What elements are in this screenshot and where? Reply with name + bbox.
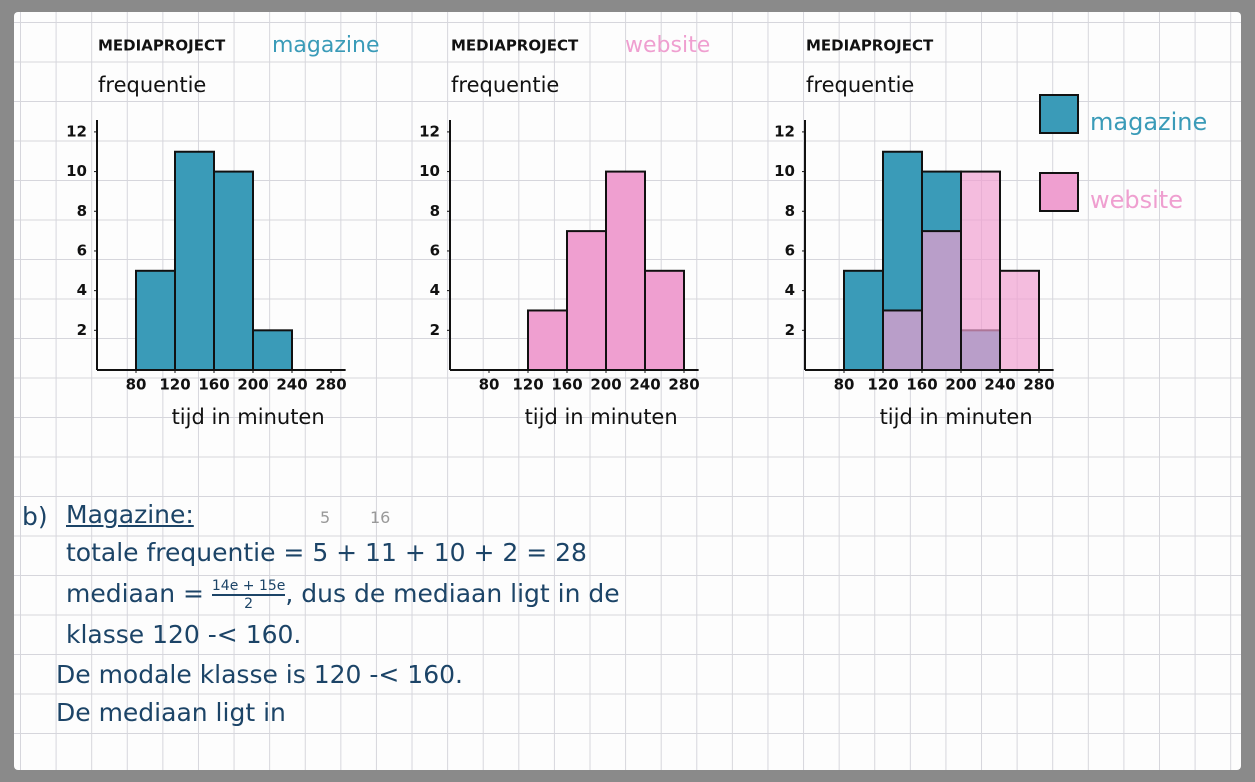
annotation: 5 bbox=[320, 508, 331, 527]
chart-subtitle: magazine bbox=[272, 33, 380, 58]
y-tick-label: 10 bbox=[66, 162, 87, 180]
x-tick-label: 280 bbox=[668, 376, 699, 394]
y-tick-label: 10 bbox=[774, 162, 795, 180]
x-tick-label: 160 bbox=[198, 376, 229, 394]
legend-label: magazine bbox=[1090, 108, 1207, 136]
chart-title: MEDIAPROJECT bbox=[806, 37, 934, 55]
x-tick-label: 200 bbox=[237, 376, 268, 394]
y-tick-label: 2 bbox=[430, 321, 440, 339]
legend-label: website bbox=[1090, 186, 1183, 214]
x-tick-label: 240 bbox=[984, 376, 1015, 394]
note-line: totale frequentie = 5 + 11 + 10 + 2 = 28 bbox=[66, 538, 587, 567]
numerator: 14e + 15e bbox=[211, 578, 286, 596]
y-tick-label: 4 bbox=[77, 281, 87, 299]
note-label: b) bbox=[22, 502, 48, 531]
bar bbox=[213, 170, 254, 371]
y-tick-label: 10 bbox=[419, 162, 440, 180]
bar bbox=[882, 309, 923, 372]
y-tick-label: 12 bbox=[66, 122, 87, 140]
chart-subtitle: website bbox=[625, 33, 710, 58]
y-tick-label: 2 bbox=[77, 321, 87, 339]
x-tick-label: 80 bbox=[834, 376, 855, 394]
y-tick-label: 8 bbox=[430, 202, 440, 220]
x-tick-label: 200 bbox=[590, 376, 621, 394]
note-line: De mediaan ligt in bbox=[56, 698, 286, 727]
bar bbox=[921, 230, 962, 371]
note-text: mediaan = bbox=[66, 579, 204, 608]
y-tick-label: 4 bbox=[785, 281, 795, 299]
bar bbox=[999, 269, 1040, 371]
x-axis-label: tijd in minuten bbox=[880, 405, 1033, 429]
x-tick-label: 200 bbox=[945, 376, 976, 394]
y-tick-label: 4 bbox=[430, 281, 440, 299]
annotation: 16 bbox=[370, 508, 391, 527]
y-tick-label: 6 bbox=[430, 241, 440, 259]
whiteboard bbox=[14, 12, 1241, 770]
y-tick-label: 8 bbox=[785, 202, 795, 220]
x-tick-label: 240 bbox=[276, 376, 307, 394]
bar bbox=[174, 150, 215, 371]
denominator: 2 bbox=[244, 596, 254, 612]
x-tick-label: 80 bbox=[479, 376, 500, 394]
chart-title: MEDIAPROJECT bbox=[98, 37, 226, 55]
y-axis-label: frequentie bbox=[98, 73, 206, 97]
x-tick-label: 160 bbox=[906, 376, 937, 394]
x-tick-label: 280 bbox=[315, 376, 346, 394]
bar bbox=[843, 269, 884, 371]
note-text: , dus de mediaan ligt in de bbox=[285, 579, 620, 608]
chart-title: MEDIAPROJECT bbox=[451, 37, 579, 55]
x-tick-label: 240 bbox=[629, 376, 660, 394]
bar bbox=[527, 309, 568, 372]
x-axis-label: tijd in minuten bbox=[525, 405, 678, 429]
bar bbox=[644, 269, 685, 371]
bar bbox=[252, 329, 293, 372]
note-heading: Magazine: bbox=[66, 500, 194, 529]
y-axis-label: frequentie bbox=[451, 73, 559, 97]
note-line: De modale klasse is 120 -< 160. bbox=[56, 660, 463, 689]
y-tick-label: 6 bbox=[785, 241, 795, 259]
legend-swatch bbox=[1039, 94, 1079, 134]
x-tick-label: 120 bbox=[867, 376, 898, 394]
y-tick-label: 12 bbox=[419, 122, 440, 140]
y-tick-label: 12 bbox=[774, 122, 795, 140]
y-tick-label: 2 bbox=[785, 321, 795, 339]
x-tick-label: 120 bbox=[512, 376, 543, 394]
bar bbox=[605, 170, 646, 371]
x-tick-label: 120 bbox=[159, 376, 190, 394]
note-line: mediaan = 14e + 15e 2 , dus de mediaan l… bbox=[66, 578, 620, 612]
y-tick-label: 6 bbox=[77, 241, 87, 259]
x-tick-label: 160 bbox=[551, 376, 582, 394]
x-tick-label: 280 bbox=[1023, 376, 1054, 394]
legend-swatch bbox=[1039, 172, 1079, 212]
x-tick-label: 80 bbox=[126, 376, 147, 394]
note-line: klasse 120 -< 160. bbox=[66, 620, 302, 649]
x-axis-label: tijd in minuten bbox=[172, 405, 325, 429]
bar bbox=[135, 269, 176, 371]
bar bbox=[566, 230, 607, 371]
fraction: 14e + 15e 2 bbox=[211, 578, 286, 612]
y-axis-label: frequentie bbox=[806, 73, 914, 97]
bar bbox=[960, 170, 1001, 371]
y-tick-label: 8 bbox=[77, 202, 87, 220]
